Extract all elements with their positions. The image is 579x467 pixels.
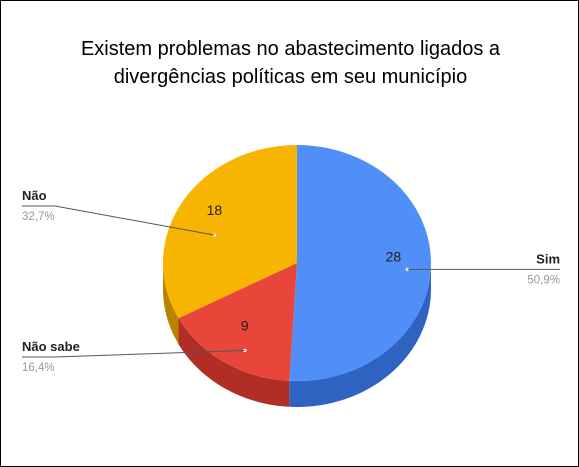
callout-line-nao bbox=[22, 205, 215, 236]
slice-name-nao: Não bbox=[22, 188, 47, 203]
chart-title: Existem problemas no abastecimento ligad… bbox=[1, 35, 579, 91]
pie-labels: 28 Sim 50,9% 9 Não sabe 16,4% 18 Não 32,7% bbox=[22, 188, 560, 374]
slice-percent-sim: 50,9% bbox=[527, 274, 560, 286]
chart-title-line-2: divergências políticas em seu município bbox=[113, 66, 468, 88]
value-label-nao-sabe: 9 bbox=[241, 318, 249, 334]
chart-title-line-1: Existem problemas no abastecimento ligad… bbox=[80, 38, 501, 60]
pie-slice-nao[interactable] bbox=[163, 145, 297, 319]
pie-3d-sides bbox=[163, 263, 431, 407]
value-label-sim: 28 bbox=[386, 248, 402, 264]
pie-slice-sim[interactable] bbox=[289, 145, 431, 382]
slice-percent-nao: 32,7% bbox=[22, 211, 55, 223]
pie-slices bbox=[163, 145, 431, 382]
slice-name-sim: Sim bbox=[536, 251, 560, 266]
slice-percent-nao-sabe: 16,4% bbox=[22, 362, 55, 374]
callout-line-nao-sabe bbox=[22, 350, 245, 358]
value-label-nao: 18 bbox=[207, 202, 223, 218]
slice-name-nao-sabe: Não sabe bbox=[22, 339, 80, 354]
pie-side-nao bbox=[163, 263, 179, 345]
pie-side-sim bbox=[289, 263, 431, 407]
pie-slice-nao-sabe[interactable] bbox=[178, 263, 297, 381]
pie-side-nao-sabe bbox=[178, 318, 290, 407]
